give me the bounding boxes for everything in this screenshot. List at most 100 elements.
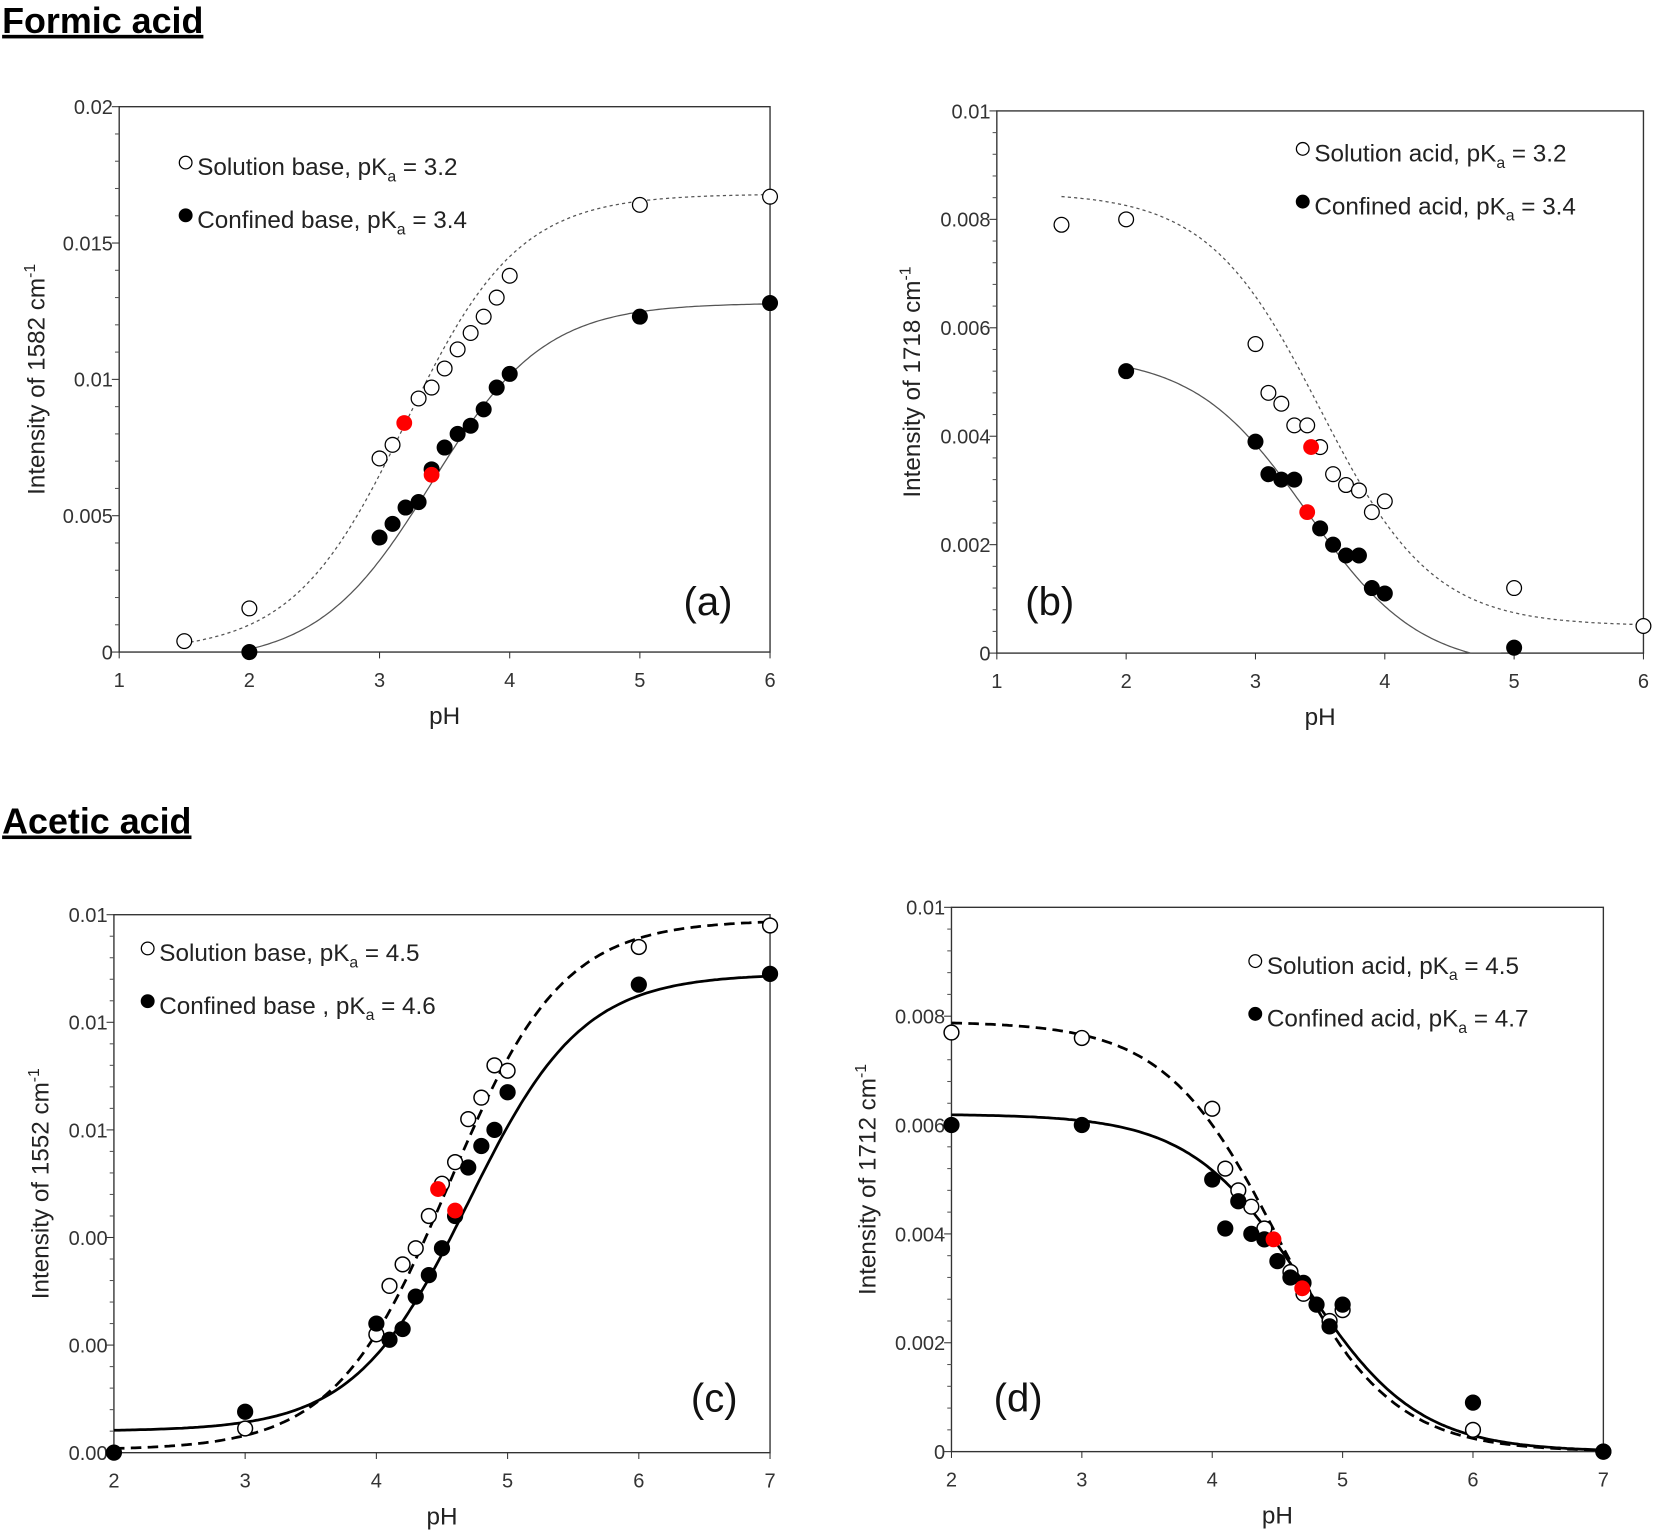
confined-data-point xyxy=(1217,1220,1234,1237)
y-tick-label: 0.01 xyxy=(952,101,991,123)
y-tick-label: 0.01 xyxy=(74,370,113,392)
legend-marker xyxy=(140,941,155,956)
legend-marker xyxy=(1248,1006,1263,1021)
y-tick-label: 0.015 xyxy=(63,233,113,255)
solution-data-point xyxy=(436,360,453,377)
pka-highlight-point xyxy=(1294,1280,1311,1297)
confined-data-point xyxy=(1204,1171,1221,1188)
y-tick-label: 0 xyxy=(979,643,990,665)
confined-data-point xyxy=(381,1331,398,1348)
pka-highlight-point xyxy=(1299,504,1316,521)
x-tick-label: 6 xyxy=(633,1470,644,1492)
solution-data-point xyxy=(241,600,258,617)
solution-data-point xyxy=(1217,1160,1234,1177)
confined-data-point xyxy=(407,1288,424,1305)
legend-marker xyxy=(178,155,193,170)
legend-label: Solution base, pKa = 4.5 xyxy=(159,940,419,971)
chart-panel-d: 2 3 4 5 6 7 0 0.002 0.004 0.006 0.008 0.01 pH Intensi… xyxy=(853,898,1612,1529)
y-tick-label: 0.01 xyxy=(69,905,108,927)
solution-data-point xyxy=(237,1420,254,1437)
y-tick-label: 0 xyxy=(102,642,113,664)
confined-data-point xyxy=(1376,585,1393,602)
solution-data-point xyxy=(501,267,518,284)
y-axis-label: Intensity of 1718 cm-1 xyxy=(897,266,925,497)
y-tick-label: 0.006 xyxy=(895,1115,945,1137)
plot-frame xyxy=(950,906,1605,1453)
confined-data-point xyxy=(473,1137,490,1155)
x-tick-label: 7 xyxy=(764,1470,775,1492)
x-tick-label: 2 xyxy=(108,1470,119,1492)
x-tick-label: 2 xyxy=(244,670,255,692)
confined-data-point xyxy=(1334,1296,1351,1313)
x-axis-label: pH xyxy=(429,703,460,730)
y-tick-label: 0.002 xyxy=(895,1333,945,1355)
confined-data-point xyxy=(436,439,453,456)
confined-data-point xyxy=(1595,1443,1612,1460)
y-tick-label: 0.00 xyxy=(69,1443,108,1465)
x-tick-label: 6 xyxy=(1638,671,1649,693)
x-tick-label: 1 xyxy=(114,670,125,692)
x-tick-label: 4 xyxy=(1207,1469,1218,1491)
solution-data-point xyxy=(1053,216,1070,233)
pka-highlight-point xyxy=(430,1181,446,1197)
solution-data-point xyxy=(761,917,779,934)
pka-highlight-point xyxy=(396,415,413,431)
legend-label: Confined acid, pKa = 3.4 xyxy=(1314,193,1576,224)
solution-data-point xyxy=(1325,466,1342,483)
confined-data-point xyxy=(499,1084,516,1101)
confined-data-point xyxy=(1312,520,1329,537)
confined-data-point xyxy=(433,1240,451,1257)
solution-data-point xyxy=(488,289,505,306)
confined-data-point xyxy=(630,976,647,993)
confined-data-point xyxy=(368,1315,385,1332)
solution-fit-curve xyxy=(1061,195,1644,626)
solution-data-point xyxy=(1350,482,1367,499)
confined-data-point xyxy=(1464,1394,1482,1411)
confined-data-point xyxy=(1073,1116,1090,1134)
x-tick-label: 3 xyxy=(1076,1469,1087,1491)
y-tick-label: 0.004 xyxy=(895,1224,945,1246)
x-tick-label: 5 xyxy=(1509,671,1520,693)
solution-data-point xyxy=(1376,493,1393,510)
solution-data-point xyxy=(1118,211,1135,228)
x-tick-label: 3 xyxy=(240,1470,251,1492)
confined-data-point xyxy=(1325,536,1342,553)
confined-fit-curve xyxy=(951,1113,1604,1452)
solution-data-point xyxy=(462,324,479,342)
solution-data-point xyxy=(630,938,647,956)
confined-data-point xyxy=(394,1320,411,1338)
legend-label: Confined acid, pKa = 4.7 xyxy=(1267,1006,1529,1037)
confined-data-point xyxy=(1118,363,1135,380)
pka-highlight-point xyxy=(1265,1231,1282,1248)
confined-data-point xyxy=(762,295,779,312)
y-axis-label: Intensity of 1712 cm-1 xyxy=(853,1064,881,1295)
y-tick-label: 0.006 xyxy=(940,318,990,340)
x-tick-label: 4 xyxy=(1379,671,1390,693)
x-tick-label: 4 xyxy=(504,670,515,692)
solution-fit-curve xyxy=(113,920,771,1450)
pka-highlight-point xyxy=(447,1202,464,1219)
x-tick-label: 2 xyxy=(946,1469,957,1491)
confined-data-point xyxy=(420,1267,437,1284)
confined-data-point xyxy=(943,1116,960,1134)
pka-highlight-point xyxy=(423,466,440,483)
panel-label: (a) xyxy=(684,580,733,624)
legend-label: Confined base, pKa = 3.4 xyxy=(197,207,467,238)
confined-data-point xyxy=(237,1403,254,1420)
confined-data-point xyxy=(410,494,427,511)
panel-label: (d) xyxy=(994,1377,1043,1421)
plot-frame xyxy=(996,110,1645,654)
x-tick-label: 3 xyxy=(374,670,385,692)
solution-data-point xyxy=(1635,617,1652,635)
legend-marker xyxy=(1295,194,1310,209)
confined-data-point xyxy=(1308,1296,1325,1313)
confined-data-point xyxy=(1321,1318,1338,1335)
confined-data-point xyxy=(475,401,492,418)
solution-data-point xyxy=(499,1062,516,1079)
confined-data-point xyxy=(761,965,779,983)
legend-marker xyxy=(1248,954,1263,969)
confined-data-point xyxy=(501,365,518,382)
confined-data-point xyxy=(241,644,258,661)
pka-highlight-point xyxy=(1303,439,1319,455)
